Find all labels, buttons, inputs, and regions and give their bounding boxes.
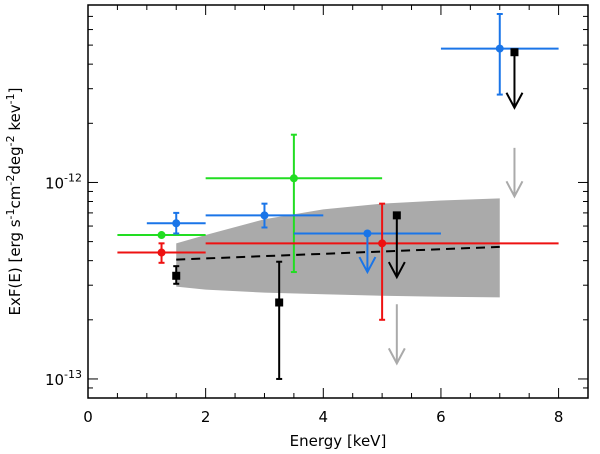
y-tick-mantissa: 10 — [45, 174, 64, 192]
blue-point-1-marker — [172, 219, 181, 228]
y-axis-label-part-5: deg — [6, 146, 24, 174]
y-tick-mantissa: 10 — [45, 371, 64, 389]
blue-point-2-marker — [260, 211, 269, 220]
upper-limit-head — [387, 347, 406, 366]
upper-limit-arrow-4-gray — [505, 147, 524, 199]
black-point-1-marker — [172, 271, 181, 280]
plot-frame — [87, 4, 589, 399]
upper-limit-head — [358, 256, 377, 275]
black-point-2-marker — [275, 298, 284, 307]
data-points-group — [117, 12, 559, 380]
y-axis-label-part-2: -1 — [4, 208, 17, 219]
model-uncertainty-band-group — [176, 198, 500, 298]
x-tick-label-0: 0 — [83, 408, 93, 426]
y-tick-exponent: -13 — [64, 368, 82, 381]
green-point-1-marker — [157, 231, 166, 240]
y-axis-label-part-9: ] — [6, 88, 24, 94]
x-axis-label: Energy [keV] — [290, 432, 387, 450]
upper-limit-arrow-3-black — [505, 52, 524, 110]
model-line-group — [176, 245, 500, 261]
red-point-1-marker — [157, 248, 166, 257]
green-point-2-marker — [289, 174, 298, 183]
y-axis-label-part-8: -1 — [4, 93, 17, 104]
y-axis-label-part-4: -2 — [4, 175, 17, 186]
y-tick-label-1: 10-12 — [45, 171, 82, 192]
y-axis-label-part-3: cm — [6, 186, 24, 209]
y-axis-label-part-1: ExF(E) [erg s — [6, 219, 24, 315]
upper-limit-head — [505, 92, 524, 110]
x-tick-label-6: 6 — [436, 408, 446, 426]
model-uncertainty-band — [176, 198, 500, 298]
y-axis-label-part-6: -2 — [4, 135, 17, 146]
y-axis-label: ExF(E) [erg s-1cm-2deg-2 kev-1] — [4, 88, 24, 316]
y-tick-label-2: 10-13 — [45, 368, 82, 389]
upper-limit-head — [505, 180, 524, 199]
upper-limits-group — [358, 52, 524, 366]
upper-limit-arrow-5-gray — [387, 304, 406, 366]
upper-limit-arrow-1-blue — [358, 233, 377, 275]
y-tick-exponent: -12 — [64, 171, 82, 184]
x-tick-label-4: 4 — [319, 408, 329, 426]
best-fit-model-line — [176, 245, 500, 261]
upper-limit-head — [387, 261, 406, 280]
axis-ticks-group — [87, 4, 589, 399]
blue-point-4-marker — [495, 44, 504, 53]
x-tick-label-2: 2 — [201, 408, 211, 426]
red-point-2-marker — [378, 239, 387, 248]
x-tick-label-8: 8 — [554, 408, 564, 426]
y-axis-label-part-7: kev — [6, 104, 24, 135]
upper-limit-arrow-2-black — [387, 215, 406, 280]
